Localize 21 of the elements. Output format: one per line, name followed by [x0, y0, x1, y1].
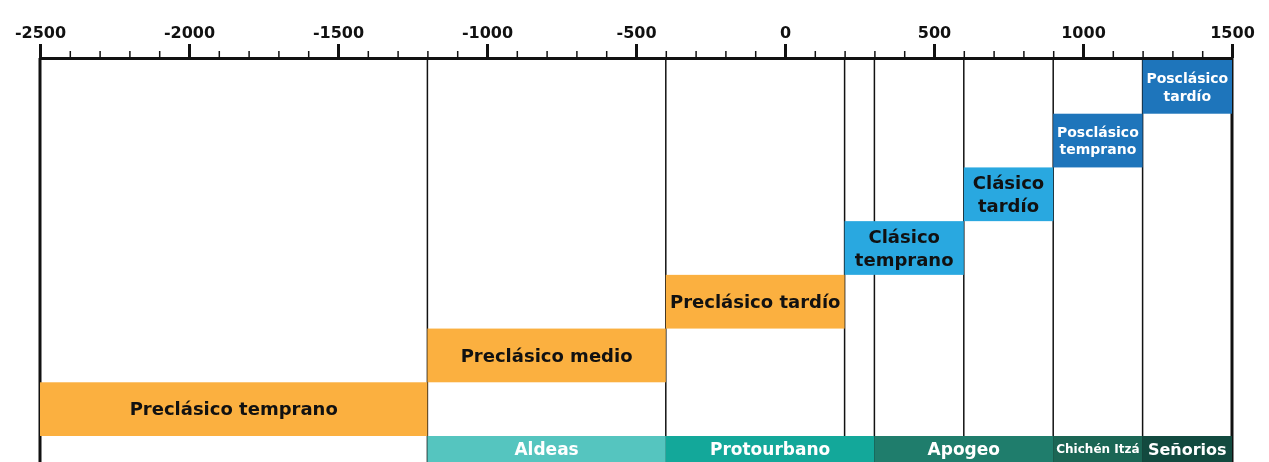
y-tick-label: Clásico temprano: [854, 226, 954, 270]
y-tick-label: Preclásico medio: [460, 344, 633, 366]
band-label: Aldeas: [514, 438, 579, 459]
x-tick-label: -2000: [163, 23, 216, 42]
band-label: Chichén Itzá: [1056, 442, 1140, 457]
x-tick-label: -1500: [312, 23, 365, 42]
x-tick-label: 500: [917, 23, 952, 42]
x-tick-label: 1000: [1061, 23, 1106, 42]
y-tick-label: Preclásico temprano: [129, 398, 338, 420]
band-label: Apogeo: [927, 438, 1000, 459]
y-tick-label: Posclásico temprano: [1056, 123, 1140, 158]
x-tick-label: -2500: [14, 23, 67, 42]
y-tick-label: Clásico tardío: [972, 172, 1045, 216]
x-tick-label: 0: [779, 23, 792, 42]
band-label: Señorios: [1147, 439, 1227, 459]
y-tick-label: Posclásico tardío: [1146, 70, 1229, 104]
band-label: Protourbano: [709, 438, 831, 459]
y-tick-label: Preclásico tardío: [669, 291, 841, 313]
x-tick-label: -500: [616, 23, 657, 42]
x-tick-label: 1500: [1210, 23, 1255, 42]
x-tick-label: -1000: [461, 23, 514, 42]
